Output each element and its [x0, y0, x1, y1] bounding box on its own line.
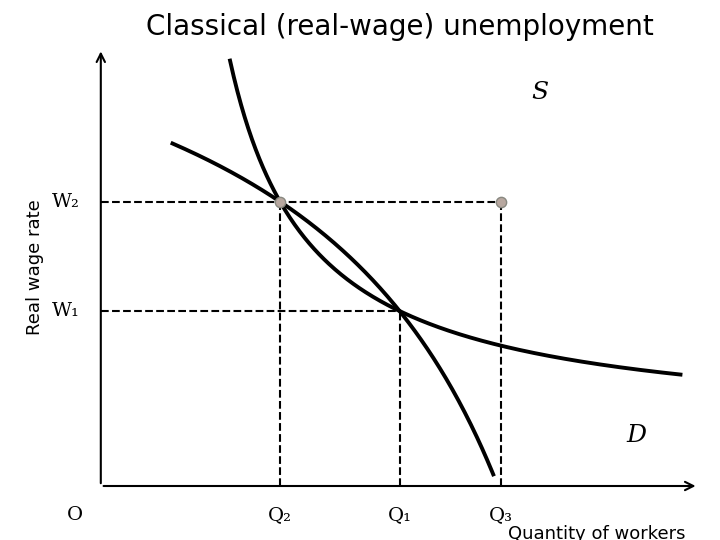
Text: W₁: W₁ — [52, 302, 80, 320]
Title: Classical (real-wage) unemployment: Classical (real-wage) unemployment — [145, 13, 654, 40]
Text: D: D — [626, 424, 647, 447]
Text: Q₃: Q₃ — [489, 505, 513, 524]
Text: Q₂: Q₂ — [268, 505, 292, 524]
Text: Q₁: Q₁ — [387, 505, 412, 524]
Text: O: O — [67, 505, 83, 524]
Text: Quantity of workers: Quantity of workers — [508, 525, 685, 540]
Text: Real wage rate: Real wage rate — [26, 199, 44, 335]
Point — [495, 197, 507, 206]
Text: W₂: W₂ — [52, 193, 80, 211]
Text: S: S — [531, 81, 548, 104]
Point — [274, 197, 286, 206]
